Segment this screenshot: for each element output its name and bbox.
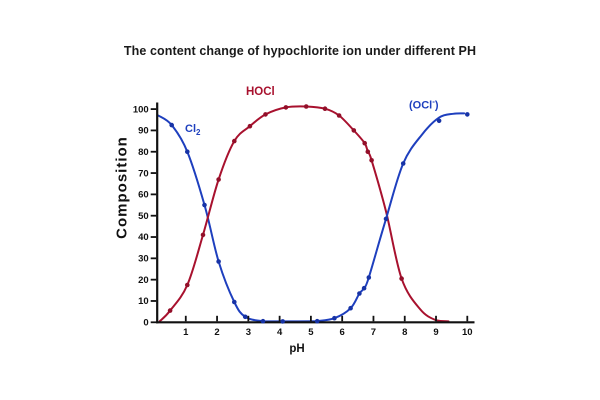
data-point-Cl2 (260, 318, 266, 324)
y-tick-label: 10 (138, 296, 149, 307)
curve-OCl- (316, 112, 466, 323)
data-point-HOCl (322, 106, 328, 111)
data-point-OCl- (400, 161, 406, 166)
data-point-HOCl (283, 105, 289, 110)
x-tick-label: 7 (371, 327, 376, 338)
data-point-OCl- (357, 291, 362, 296)
data-point-HOCl (263, 112, 268, 117)
data-point-Cl2 (169, 122, 174, 128)
y-tick-label: 40 (138, 232, 149, 243)
chart-title: The content change of hypochlorite ion u… (123, 44, 477, 58)
data-point-Cl2 (232, 299, 237, 305)
ocl-curve-label-post: ) (434, 99, 439, 112)
hocl-curve-label: HOCl (246, 86, 275, 98)
data-point-HOCl (247, 123, 253, 129)
data-point-Cl2 (202, 202, 207, 208)
data-point-Cl2 (314, 318, 320, 324)
y-tick-label: 70 (138, 168, 149, 179)
x-tick-label: 2 (214, 327, 219, 338)
data-point-OCl- (465, 112, 470, 117)
x-tick-label: 5 (308, 327, 314, 338)
data-point-OCl- (348, 305, 353, 311)
y-tick-label: 90 (138, 126, 149, 137)
data-point-OCl- (366, 275, 372, 280)
x-tick-label: 3 (246, 327, 251, 338)
y-tick-label: 100 (133, 104, 149, 115)
ocl-curve-label: (OCl-) (409, 97, 439, 112)
cl2-curve-label-subscript: 2 (196, 128, 201, 138)
data-point-OCl- (332, 315, 337, 321)
data-point-HOCl (399, 276, 404, 281)
data-point-HOCl (303, 104, 309, 109)
ocl-curve-label-pre: (OCl (409, 99, 433, 112)
data-point-HOCl (336, 113, 342, 118)
data-point-Cl2 (185, 149, 190, 154)
data-point-HOCl (362, 140, 368, 146)
data-point-OCl- (436, 118, 442, 124)
x-tick-label: 10 (462, 327, 473, 338)
x-axis-label: pH (289, 343, 305, 355)
curve-Cl2 (157, 114, 319, 323)
data-point-OCl- (361, 285, 367, 291)
data-point-Cl2 (216, 259, 221, 264)
y-tick-label: 30 (138, 254, 149, 265)
data-point-HOCl (365, 149, 371, 154)
y-tick-label: 80 (138, 147, 149, 158)
data-point-HOCl (216, 177, 221, 182)
data-point-OCl- (383, 216, 389, 222)
x-tick-label: 4 (277, 327, 283, 338)
x-tick-label: 8 (402, 327, 407, 338)
y-tick-label: 0 (143, 318, 148, 329)
data-point-Cl2 (242, 314, 248, 320)
data-point-HOCl (185, 282, 190, 288)
x-tick-label: 6 (340, 327, 345, 338)
data-point-Cl2 (280, 319, 286, 324)
curve-HOCl (158, 105, 450, 323)
data-point-HOCl (167, 308, 173, 313)
ocl-curve-label-superscript: - (432, 97, 435, 106)
cl2-curve-label: Cl2 (185, 123, 200, 137)
data-point-HOCl (232, 138, 237, 144)
data-point-HOCl (200, 232, 206, 238)
y-tick-label: 60 (138, 190, 149, 201)
x-tick-label: 1 (183, 327, 189, 338)
y-tick-label: 20 (138, 275, 149, 286)
data-point-HOCl (369, 158, 374, 163)
cl2-curve-label-text: Cl (185, 123, 196, 135)
data-point-HOCl (351, 128, 357, 133)
y-tick-label: 50 (138, 211, 149, 222)
x-tick-label: 9 (433, 327, 438, 338)
